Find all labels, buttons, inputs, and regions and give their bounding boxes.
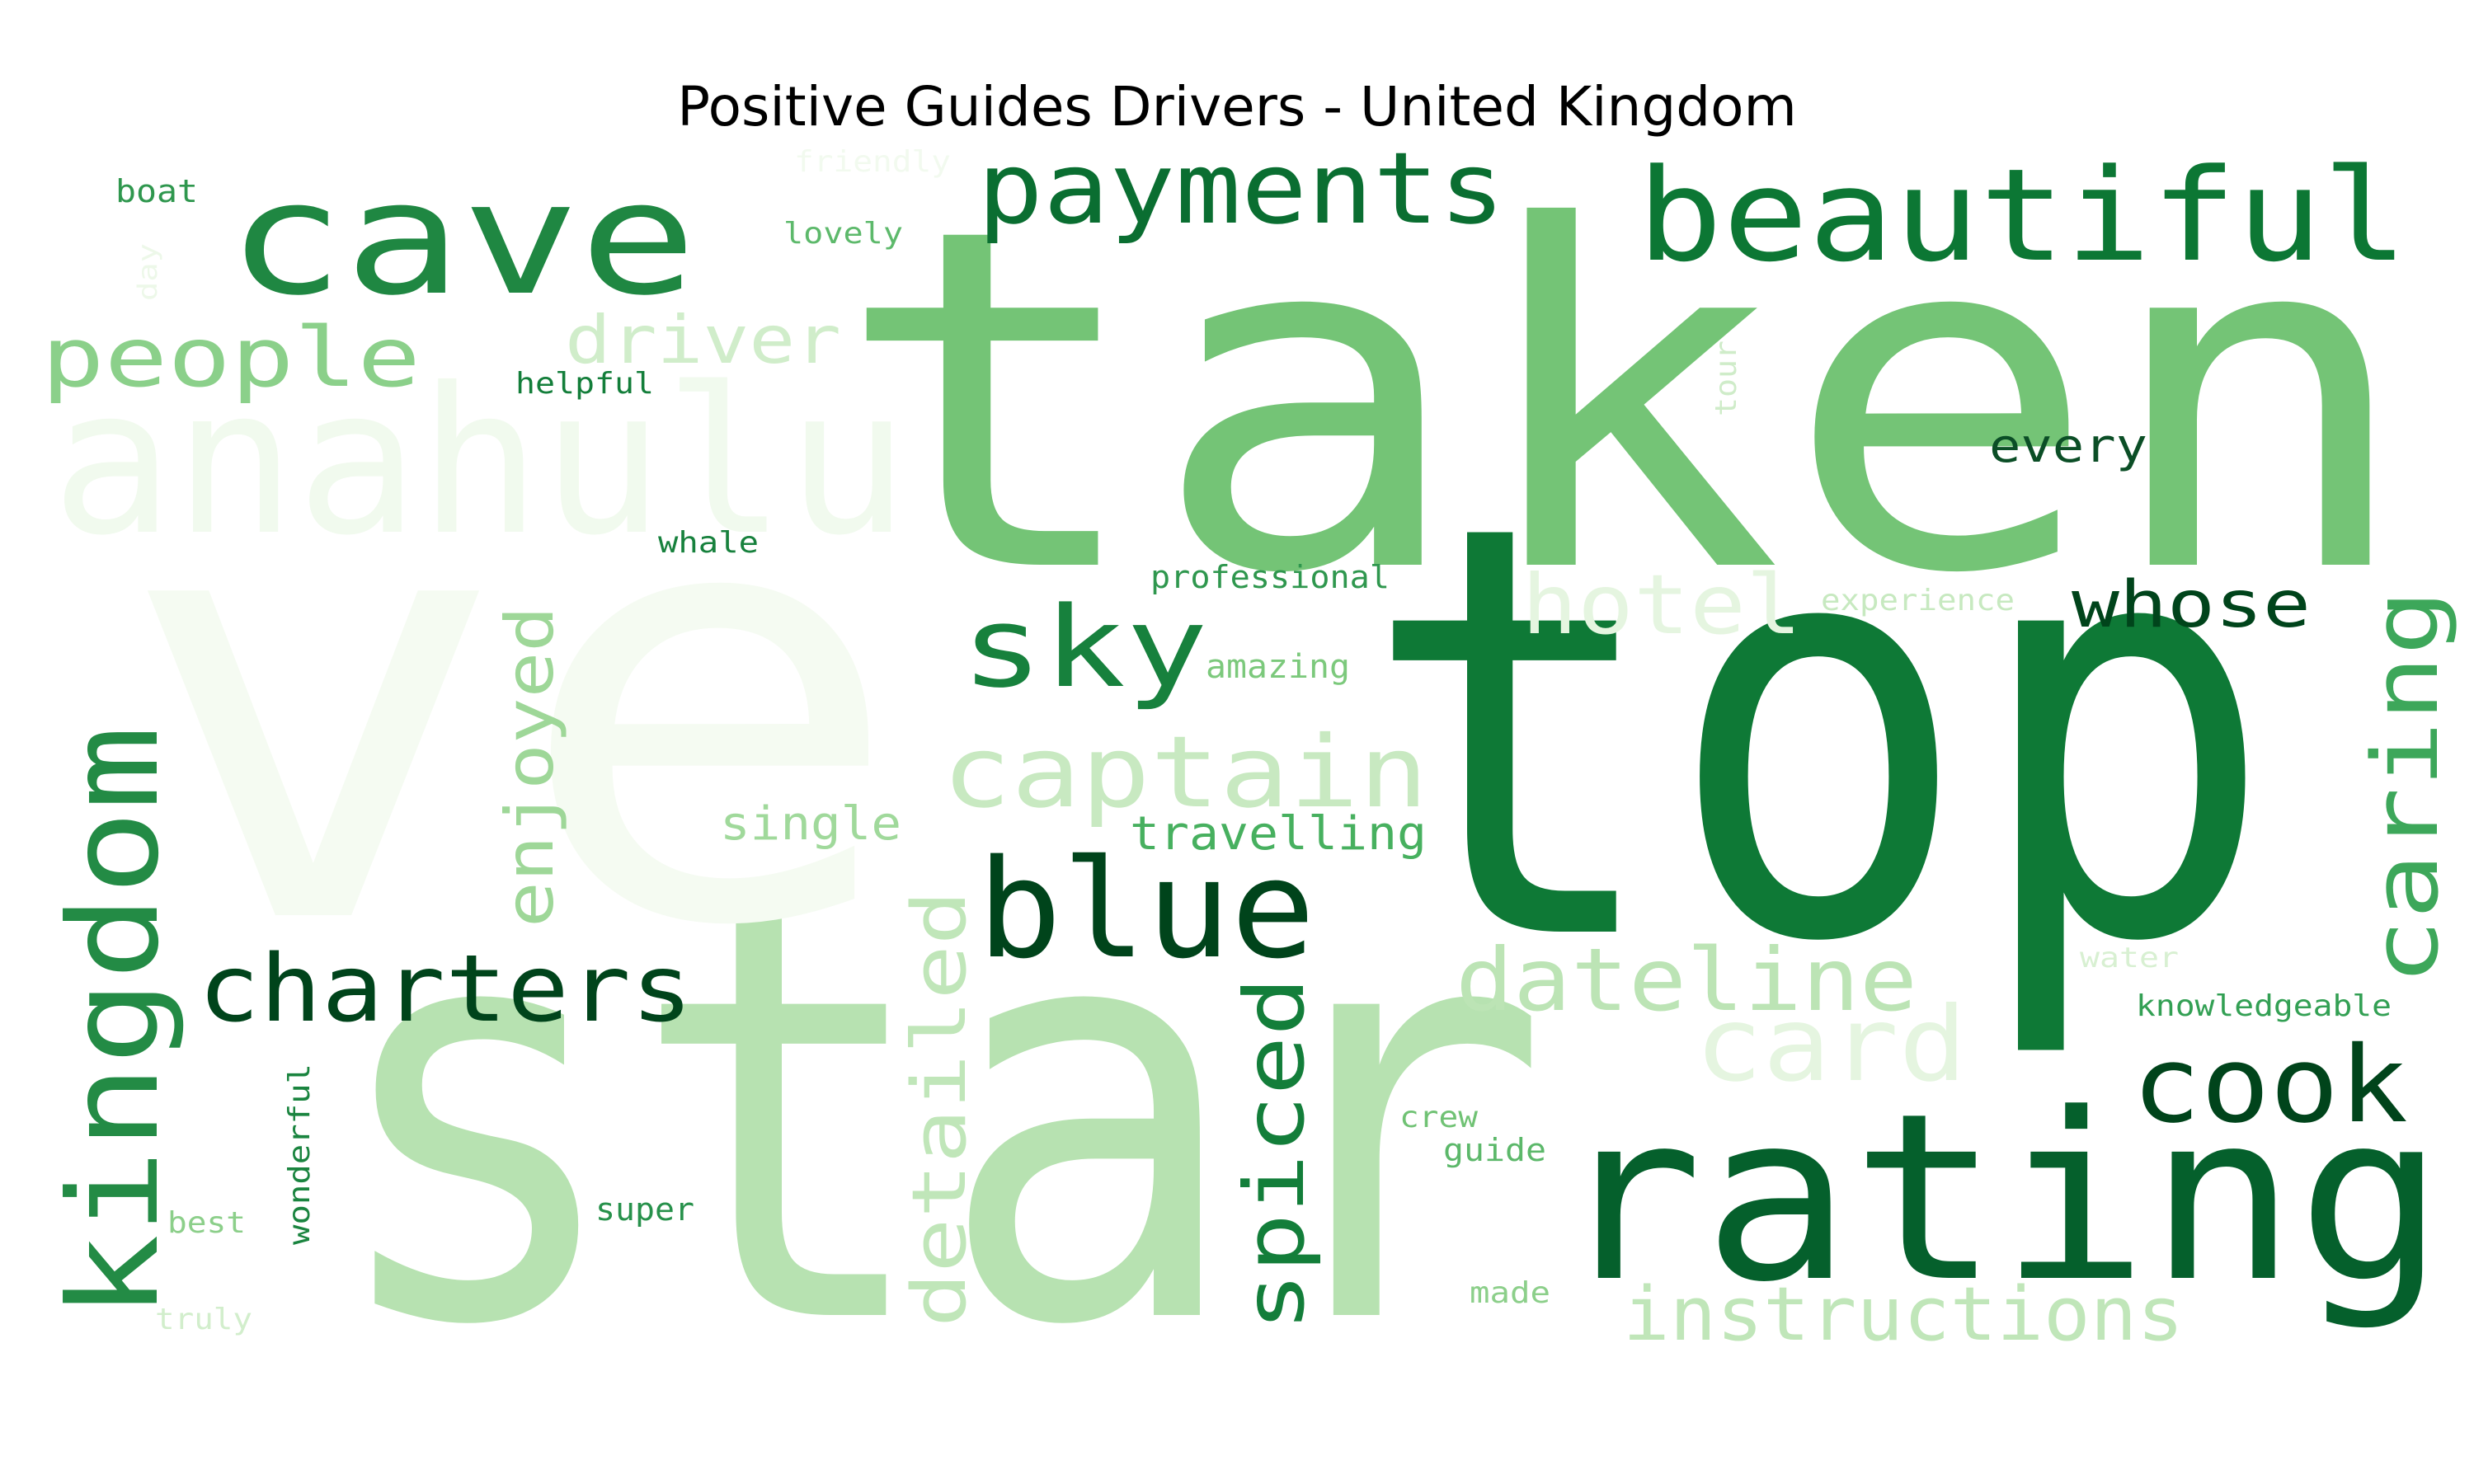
word-cook: cook <box>2132 1024 2408 1147</box>
word-taken: taken <box>833 129 2416 676</box>
word-dateline: dateline <box>1456 930 1917 1031</box>
word-friendly: friendly <box>794 145 951 179</box>
word-caring: caring <box>2353 589 2458 985</box>
word-driver: driver <box>565 302 841 378</box>
word-experience: experience <box>1821 584 2015 618</box>
word-made: made <box>1470 1276 1550 1310</box>
word-guide: guide <box>1443 1132 1546 1168</box>
word-kingdom: kingdom <box>43 726 186 1319</box>
word-truly: truly <box>155 1303 252 1336</box>
word-water: water <box>2080 942 2179 974</box>
word-blue: blue <box>977 830 1315 989</box>
word-best: best <box>167 1206 246 1240</box>
word-ve: ve <box>115 364 907 1055</box>
word-super: super <box>595 1191 694 1228</box>
word-hotel: hotel <box>1522 556 1802 653</box>
word-amazing: amazing <box>1206 648 1350 686</box>
word-instructions: instructions <box>1623 1271 2184 1358</box>
word-sky: sky <box>961 583 1208 712</box>
word-payments: payments <box>977 132 1505 247</box>
word-captain: captain <box>942 716 1428 830</box>
word-spiced: spiced <box>1226 977 1323 1331</box>
word-lovely: lovely <box>783 217 903 251</box>
word-charters: charters <box>198 936 693 1043</box>
word-cave: cave <box>227 148 697 330</box>
word-helpful: helpful <box>515 367 654 401</box>
word-travelling: travelling <box>1130 807 1427 861</box>
word-crew: crew <box>1399 1101 1478 1134</box>
word-whale: whale <box>658 526 759 560</box>
word-rating: rating <box>1554 1064 2445 1333</box>
word-people: people <box>41 309 421 406</box>
word-enjoyed: enjoyed <box>492 606 568 928</box>
word-anahulu: anahulu <box>51 345 909 580</box>
word-detailed: detailed <box>896 890 983 1327</box>
word-day: day <box>132 243 163 301</box>
word-tour: tour <box>1710 340 1743 416</box>
word-boat: boat <box>115 173 198 209</box>
chart-title: Positive Guides Drivers - United Kingdom <box>677 75 1797 139</box>
word-knowledgeable: knowledgeable <box>2136 989 2392 1023</box>
word-wonderful: wonderful <box>283 1064 317 1245</box>
word-star: star <box>322 787 1550 1449</box>
word-card: card <box>1695 985 1967 1105</box>
word-professional: professional <box>1150 559 1390 595</box>
word-single: single <box>720 797 901 851</box>
word-beautiful: beautiful <box>1637 141 2408 290</box>
word-whose: whose <box>2072 568 2311 642</box>
word-every: every <box>1989 420 2147 473</box>
word-top: top <box>1361 404 2276 1066</box>
